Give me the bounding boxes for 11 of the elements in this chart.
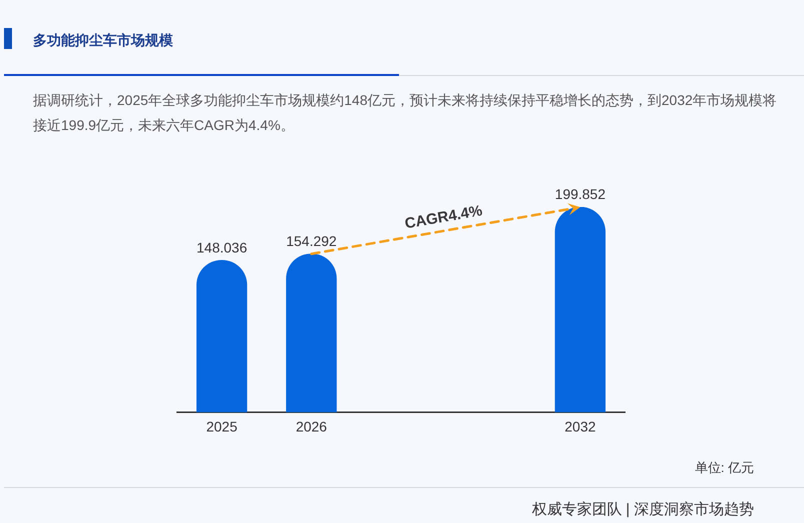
text: 单位: 亿元 — [694, 459, 754, 477]
text: 权威专家团队 | 深度洞察市场趋势 — [532, 500, 754, 520]
data-label: 199.852 — [554, 186, 606, 202]
x-tick-label: 2025 — [206, 418, 238, 434]
chart-subtitle: 据调研统计，2025年全球多功能抑尘车市场规模约148亿元，预计未来将持续保持平稳增长的态势，到2032年市场规模将接近199.9亿元，未来六年CAGR为4.4%。 — [33, 91, 778, 135]
chart-title: 多功能抑尘车市场规模 — [33, 31, 173, 50]
data-label: 154.292 — [286, 232, 337, 249]
data-label: 148.036 — [196, 239, 248, 256]
x-tick-label: 2026 — [296, 418, 328, 434]
x-tick-label: 2032 — [564, 418, 596, 434]
annotation: CAGR4.4% — [403, 202, 484, 232]
